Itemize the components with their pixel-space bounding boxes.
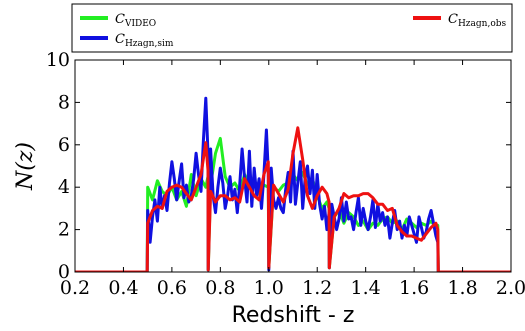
- y-tick-label-3: 6: [58, 134, 70, 156]
- legend-label-video: CVIDEO: [115, 12, 156, 29]
- plot-frame: [74, 59, 512, 273]
- plot-lines: [75, 96, 511, 272]
- legend: CVIDEO CHzagn,sim CHzagn,obs: [71, 3, 513, 53]
- series-line-2: [75, 126, 511, 272]
- x-tick-label-2: 0.6: [157, 277, 187, 299]
- series-line-1: [75, 96, 511, 272]
- x-tick-label-8: 1.8: [447, 277, 477, 299]
- legend-label-hzagn-obs: CHzagn,obs: [448, 12, 507, 29]
- x-tick-label-0: 0.2: [60, 277, 90, 299]
- legend-label-hzagn-sim: CHzagn,sim: [115, 32, 174, 49]
- x-tick-label-4: 1.0: [254, 277, 284, 299]
- x-tick-label-1: 0.4: [108, 277, 138, 299]
- x-tick-label-5: 1.2: [302, 277, 332, 299]
- y-tick-label-2: 4: [58, 176, 70, 198]
- y-tick-label-4: 8: [58, 91, 70, 113]
- x-tick-label-6: 1.4: [351, 277, 381, 299]
- x-tick-label-7: 1.6: [399, 277, 429, 299]
- y-tick-label-5: 10: [46, 49, 70, 71]
- y-tick-label-0: 0: [58, 261, 70, 283]
- legend-box: [71, 3, 513, 53]
- x-tick-label-3: 0.8: [205, 277, 235, 299]
- y-axis: 0 2 4 6 8 10: [46, 49, 511, 283]
- x-axis: 0.2 0.4 0.6 0.8 1.0 1.2 1.4 1.6 1.8 2.0: [60, 60, 525, 299]
- x-axis-label: Redshift - z: [232, 303, 355, 328]
- x-tick-label-9: 2.0: [496, 277, 525, 299]
- y-axis-label: N(z): [13, 142, 38, 191]
- y-tick-label-1: 2: [58, 219, 70, 241]
